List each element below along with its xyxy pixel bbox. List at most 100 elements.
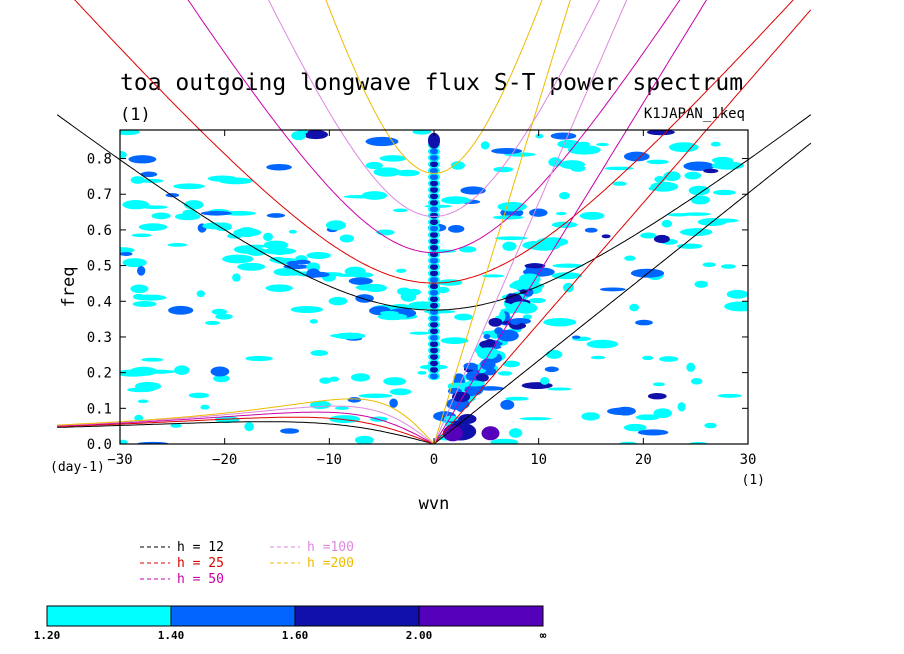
power-cell [294, 259, 311, 265]
power-cell [454, 313, 473, 321]
power-cell [494, 236, 528, 241]
zonal-column-cell [430, 148, 438, 155]
power-cell [712, 189, 736, 196]
power-cell [703, 168, 719, 174]
power-cell [204, 320, 221, 325]
zonal-column-cell [430, 167, 438, 174]
power-cell [120, 247, 135, 254]
power-cell [480, 141, 490, 150]
power-cell [668, 142, 699, 153]
power-cell [540, 376, 550, 385]
power-cell [562, 282, 574, 293]
power-cell [200, 404, 210, 410]
power-cell [572, 335, 581, 339]
zonal-column-cell [430, 154, 438, 161]
power-cell [377, 313, 408, 321]
power-cell [222, 210, 256, 216]
power-cell [210, 366, 230, 377]
power-cell [663, 171, 681, 182]
y-tick-label: 0.6 [87, 223, 112, 239]
power-cell [559, 160, 586, 170]
power-cell [365, 136, 399, 147]
power-cell [130, 176, 145, 184]
zonal-column-cell [430, 174, 438, 181]
power-cell [120, 150, 127, 159]
power-cell [493, 166, 514, 173]
power-cell [120, 252, 133, 256]
chart-title: toa outgoing longwave flux S-T power spe… [120, 70, 743, 96]
power-cell [245, 355, 273, 362]
power-cell [310, 349, 329, 357]
power-cell [647, 392, 667, 400]
power-cell [586, 339, 619, 349]
power-cell [623, 423, 647, 432]
power-cell [214, 222, 232, 232]
power-cell [522, 314, 532, 320]
power-cell [266, 213, 286, 218]
power-cell [720, 264, 736, 269]
power-cell [704, 422, 717, 429]
power-cell [328, 296, 348, 306]
kelvin-power-cell [451, 391, 471, 402]
power-cell [490, 438, 519, 444]
zonal-column-cell [430, 264, 438, 270]
zonal-column-cell [430, 373, 438, 380]
zonal-column-cell [430, 347, 438, 354]
power-cell [306, 252, 331, 259]
power-cell [412, 130, 432, 135]
legend-label: h =100 [307, 540, 354, 555]
power-cell [712, 156, 734, 164]
inertia-gravity-curve [187, 0, 681, 254]
power-cell [581, 412, 600, 421]
power-cell [182, 209, 198, 216]
colorbar-label: 2.00 [406, 629, 433, 642]
kelvin-power-cell [481, 330, 496, 336]
legend-label: h = 50 [177, 572, 224, 587]
colorbar-swatch [170, 605, 296, 627]
power-cell [653, 234, 670, 244]
power-cell [263, 232, 273, 242]
power-cell [218, 177, 253, 185]
zonal-column-cell [428, 132, 440, 149]
power-cell [348, 277, 373, 285]
power-cell [280, 428, 300, 434]
zonal-column-cell [430, 225, 438, 232]
y-tick-label: 0.4 [87, 294, 112, 310]
colorbar-swatch [294, 605, 420, 627]
power-cell [659, 356, 679, 362]
power-cell [646, 159, 669, 165]
y-tick-label: 0.8 [87, 152, 112, 168]
power-cell [614, 406, 636, 416]
zonal-column-cell [430, 180, 438, 187]
power-cell [343, 194, 378, 199]
zonal-column-cell [430, 206, 438, 213]
zonal-column-cell [430, 212, 438, 219]
zonal-column-cell [430, 270, 438, 277]
low-freq-max [500, 399, 515, 410]
power-cell [529, 208, 548, 217]
power-cell [141, 205, 168, 210]
zonal-column-cell [430, 231, 438, 238]
power-cell [165, 193, 180, 198]
power-cell [354, 435, 374, 444]
power-cell [710, 141, 721, 147]
power-cell [290, 306, 324, 313]
zonal-column-cell [430, 353, 438, 360]
legend-label: h = 12 [177, 540, 224, 555]
power-cell [306, 268, 321, 278]
power-cell [677, 402, 686, 412]
kelvin-power-cell [510, 301, 532, 312]
power-cell [334, 406, 349, 410]
power-cell [579, 211, 605, 220]
power-cell [200, 210, 232, 216]
power-cell [505, 396, 529, 401]
power-cell [544, 366, 559, 373]
power-cell [395, 268, 407, 273]
y-tick-label: 0.2 [87, 366, 112, 382]
power-cell [347, 397, 362, 403]
power-cell [599, 287, 626, 292]
power-cell [547, 387, 572, 391]
colorbar-label: 1.20 [34, 629, 61, 642]
x-tick-label: −30 [107, 452, 132, 468]
